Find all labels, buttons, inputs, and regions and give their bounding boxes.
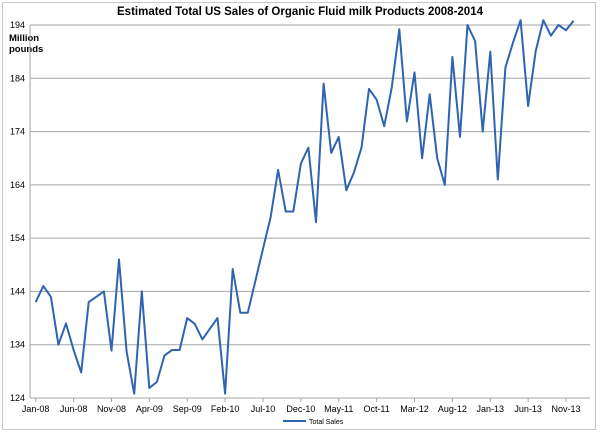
y-tick-label: 154 [10, 233, 25, 243]
x-tick-label: Jan-13 [476, 404, 504, 414]
x-tick-label: Mar-12 [400, 404, 429, 414]
x-tick-label: Jun-08 [60, 404, 88, 414]
y-tick-label: 164 [10, 180, 25, 190]
x-tick-label: Apr-09 [136, 404, 163, 414]
x-tick-label: Jan-08 [22, 404, 50, 414]
legend-label: Total Sales [309, 419, 344, 426]
x-tick-label: Jun-13 [514, 404, 542, 414]
y-tick-label: 184 [10, 73, 25, 83]
x-tick-label: Feb-10 [211, 404, 240, 414]
x-tick-label: Jul-10 [251, 404, 276, 414]
series-line-total-sales [34, 19, 575, 395]
x-tick-label: Nov-08 [97, 404, 126, 414]
y-tick-label: 144 [10, 286, 25, 296]
y-tick-label: 194 [10, 20, 25, 30]
x-tick-label: Dec-10 [286, 404, 315, 414]
y-tick-label: 134 [10, 340, 25, 350]
chart-frame [2, 2, 596, 430]
y-tick-label: 124 [10, 393, 25, 403]
x-tick-label: Nov-13 [552, 404, 581, 414]
y-axis-label: Million pounds [9, 33, 44, 55]
y-tick-label: 174 [10, 127, 25, 137]
x-tick-label: Sep-09 [173, 404, 202, 414]
chart-title: Estimated Total US Sales of Organic Flui… [117, 6, 483, 18]
x-tick-label: May-11 [324, 404, 353, 414]
x-tick-label: Oct-11 [363, 404, 389, 414]
x-tick-label: Aug-12 [438, 404, 467, 414]
